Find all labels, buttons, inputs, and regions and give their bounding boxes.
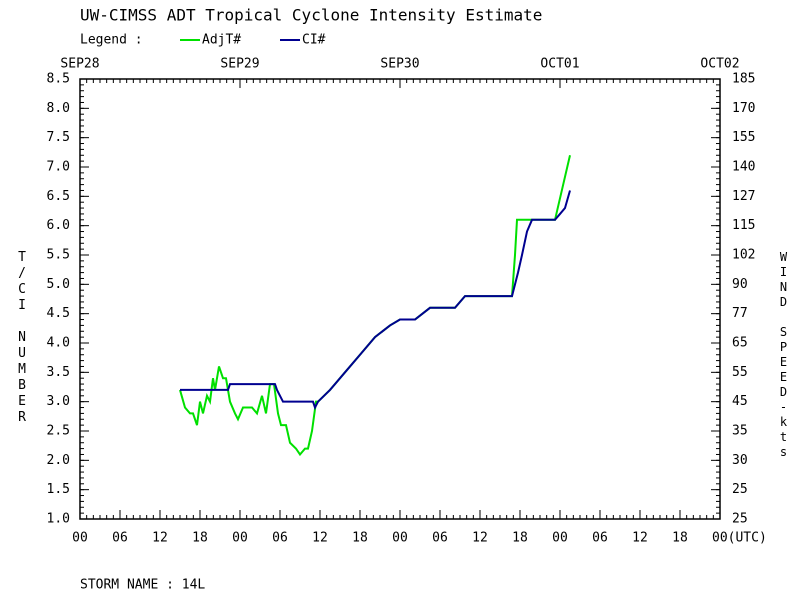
x-tick-label: 00 [392,531,408,546]
series-line [179,155,571,457]
y2-tick-label: 90 [732,277,748,292]
legend-entry: CI# [302,33,326,48]
y2-tick-label: 30 [732,453,748,468]
plot-frame [79,78,721,520]
y2-tick-label: 185 [732,72,755,87]
x-tick-label: 00 [552,531,568,546]
y-tick-label: 2.5 [47,424,70,439]
x-tick-label: 06 [592,531,608,546]
y-tick-label: 8.0 [47,101,70,116]
legend-label: Legend : [80,33,143,48]
y-tick-label: 5.5 [47,248,70,263]
y-tick-label: 6.5 [47,189,70,204]
y2-tick-label: 127 [732,189,755,204]
y-tick-label: 3.5 [47,365,70,380]
y-tick-label: 7.0 [47,160,70,175]
day-label: OCT02 [700,57,739,72]
y2-tick-label: 102 [732,248,755,263]
x-tick-label: 00(UTC) [712,531,767,546]
x-tick-label: 18 [352,531,368,546]
y2-tick-label: 45 [732,394,748,409]
day-label: SEP29 [220,57,259,72]
y2-tick-label: 155 [732,130,755,145]
x-tick-label: 12 [632,531,648,546]
x-tick-label: 12 [472,531,488,546]
series-line [180,190,571,411]
x-tick-label: 06 [432,531,448,546]
y-axis-label: T/CI NUMBER [15,250,30,426]
x-tick-label: 18 [512,531,528,546]
y-tick-label: 1.5 [47,482,70,497]
x-tick-label: 06 [112,531,128,546]
x-tick-label: 06 [272,531,288,546]
y2-tick-label: 170 [732,101,755,116]
y2-tick-label: 25 [732,512,748,527]
y2-tick-label: 35 [732,424,748,439]
y2-axis-label: WIND SPEED-kts [777,250,791,460]
day-label: SEP30 [380,57,419,72]
y-tick-label: 3.0 [47,394,70,409]
x-tick-label: 18 [192,531,208,546]
y-tick-label: 2.0 [47,453,70,468]
x-tick-label: 00 [232,531,248,546]
x-tick-label: 00 [72,531,88,546]
y2-tick-label: 77 [732,306,748,321]
legend-entry: AdjT# [202,33,241,48]
x-tick-label: 12 [312,531,328,546]
x-tick-label: 12 [152,531,168,546]
y2-tick-label: 25 [732,482,748,497]
y2-tick-label: 55 [732,365,748,380]
y-tick-label: 4.5 [47,306,70,321]
day-label: SEP28 [60,57,99,72]
chart-title: UW-CIMSS ADT Tropical Cyclone Intensity … [80,6,542,25]
footer: STORM NAME : 14L [80,578,205,593]
y-tick-label: 4.0 [47,336,70,351]
y2-tick-label: 65 [732,336,748,351]
day-label: OCT01 [540,57,579,72]
y2-tick-label: 115 [732,218,755,233]
y-tick-label: 8.5 [47,72,70,87]
y2-tick-label: 140 [732,160,755,175]
x-tick-label: 18 [672,531,688,546]
y-tick-label: 1.0 [47,512,70,527]
y-tick-label: 6.0 [47,218,70,233]
y-tick-label: 7.5 [47,130,70,145]
y-tick-label: 5.0 [47,277,70,292]
